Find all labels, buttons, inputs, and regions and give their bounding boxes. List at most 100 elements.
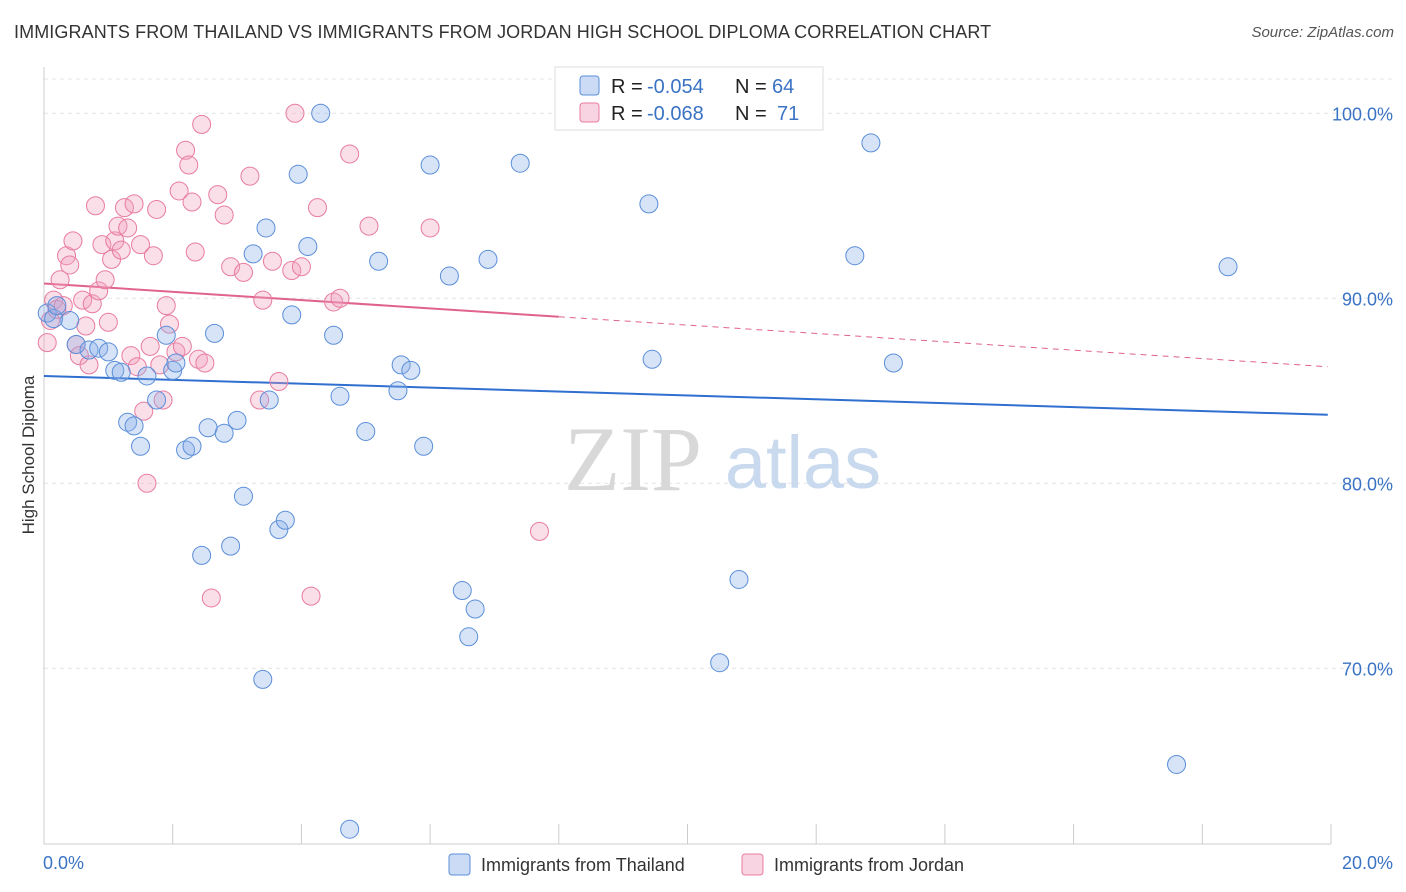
point-jordan (124, 194, 144, 214)
point-jordan (121, 346, 141, 366)
point-jordan (150, 355, 170, 375)
point-thailand (275, 510, 295, 530)
watermark-atlas: atlas (725, 421, 881, 504)
point-thailand (439, 266, 459, 286)
point-jordan (134, 401, 154, 421)
point-thailand (414, 436, 434, 456)
point-thailand (510, 153, 530, 173)
point-thailand (111, 362, 131, 382)
point-jordan (221, 257, 241, 277)
point-jordan (85, 196, 105, 216)
point-jordan (182, 192, 202, 212)
point-jordan (324, 292, 344, 312)
point-jordan (105, 231, 125, 251)
point-thailand (288, 164, 308, 184)
point-thailand (221, 536, 241, 556)
point-jordan (250, 390, 270, 410)
series-legend: Immigrants from Thailand Immigrants from… (448, 853, 964, 876)
legend-n-label-1: N = (735, 76, 767, 98)
point-jordan (63, 231, 83, 251)
point-jordan (214, 205, 234, 225)
point-thailand (1167, 754, 1187, 774)
point-jordan (147, 199, 167, 219)
point-jordan (137, 473, 157, 493)
point-thailand (391, 355, 411, 375)
trend-line-jordan-extension (558, 316, 1328, 368)
point-jordan (233, 262, 253, 282)
y-tick-label: 90.0% (1342, 289, 1393, 309)
point-thailand (340, 819, 360, 839)
point-jordan (156, 296, 176, 316)
point-thailand (356, 421, 376, 441)
point-jordan (529, 521, 549, 541)
point-thailand (198, 418, 218, 438)
point-thailand (89, 338, 109, 358)
point-thailand (459, 627, 479, 647)
point-thailand (388, 381, 408, 401)
point-thailand (452, 581, 472, 601)
y-tick-label: 100.0% (1332, 104, 1393, 124)
point-jordan (282, 261, 302, 280)
point-thailand (256, 218, 276, 238)
series-legend-swatch-jordan (741, 853, 764, 876)
axes (43, 67, 1332, 845)
legend-n-label-2: N = (735, 103, 767, 125)
point-jordan (79, 355, 99, 375)
point-thailand (176, 440, 196, 460)
point-thailand (845, 246, 865, 266)
point-thailand (639, 194, 659, 214)
series-legend-label-thailand: Immigrants from Thailand (481, 855, 685, 875)
point-thailand (156, 325, 176, 345)
point-thailand (269, 520, 289, 539)
trend-line-thailand (43, 374, 1328, 416)
point-jordan (172, 336, 192, 356)
y-axis-label: High School Diploma (19, 375, 38, 534)
point-thailand (147, 390, 167, 410)
point-jordan (50, 270, 70, 290)
point-jordan (420, 218, 440, 238)
point-thailand (79, 340, 99, 360)
point-thailand (282, 305, 302, 325)
y-tick-labels: 70.0% 80.0% 90.0% 100.0% (1332, 104, 1393, 679)
point-jordan (60, 255, 80, 275)
series-legend-label-jordan: Immigrants from Jordan (774, 855, 964, 875)
point-thailand (131, 436, 151, 456)
point-jordan (201, 588, 221, 608)
point-thailand (37, 303, 57, 323)
point-jordan (98, 312, 118, 332)
point-thailand (324, 325, 344, 345)
point-thailand (478, 249, 498, 269)
point-jordan (291, 257, 311, 277)
legend-r-value-2: -0.068 (647, 103, 704, 125)
point-thailand (420, 155, 440, 175)
point-thailand (66, 335, 86, 354)
point-jordan (95, 270, 115, 290)
grid-lines (44, 78, 1392, 669)
point-thailand (192, 545, 212, 565)
point-jordan (269, 372, 289, 391)
point-thailand (259, 390, 279, 410)
point-jordan (111, 240, 131, 260)
point-thailand (98, 342, 118, 362)
point-thailand (253, 669, 273, 689)
point-jordan (143, 246, 163, 266)
x-tick-label-min: 0.0% (43, 853, 84, 873)
point-jordan (114, 198, 134, 218)
point-jordan (108, 216, 128, 236)
point-thailand (118, 412, 138, 432)
point-thailand (642, 349, 662, 369)
point-thailand (137, 366, 157, 386)
point-jordan (76, 316, 96, 336)
point-jordan (359, 216, 379, 236)
point-jordan (159, 314, 179, 334)
point-thailand (233, 486, 253, 506)
point-jordan (262, 251, 282, 271)
point-jordan (188, 349, 208, 369)
point-jordan (192, 114, 212, 134)
point-thailand (710, 653, 730, 673)
point-thailand (105, 360, 125, 380)
point-jordan (185, 242, 205, 262)
point-jordan (195, 353, 215, 373)
legend-r-value-1: -0.054 (647, 76, 704, 98)
